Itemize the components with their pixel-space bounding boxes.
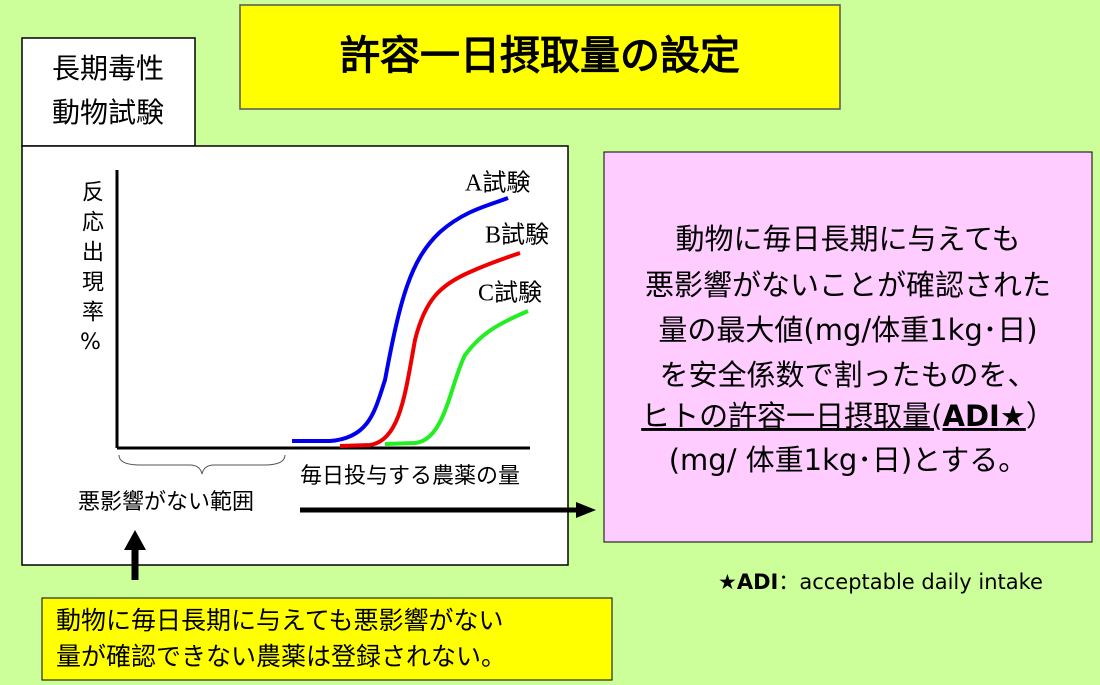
brace: [118, 454, 286, 475]
adi-line: ヒトの許容一日摂取量(ADI★）: [641, 399, 1055, 433]
curve-label: B試験: [485, 222, 549, 249]
adi-bold: ADI: [943, 399, 1000, 433]
diagram-box: [21, 145, 569, 566]
range-label: 悪影響がない範囲: [78, 490, 254, 515]
title-box: [239, 4, 841, 110]
note-line: 動物に毎日長期に与えても悪影響がない: [56, 606, 504, 635]
test-label-box: [21, 37, 196, 147]
curve-b: [339, 251, 521, 448]
title: 許容一日摂取量の設定: [340, 33, 740, 79]
explanation-line: 動物に毎日長期に与えても: [675, 222, 1020, 256]
x-axis-label: 毎日投与する農薬の量: [300, 464, 520, 489]
adi-end: ）: [1026, 399, 1055, 433]
curve-label: C試験: [478, 280, 542, 307]
curve-label: A試験: [465, 170, 530, 197]
footnote: ★ADI：acceptable daily intake: [718, 570, 1043, 594]
explanation-line: (mg/ 体重1kg･日)とする。: [669, 443, 1028, 477]
curve-c: [384, 309, 529, 446]
explanation-line: を安全係数で割ったものを、: [659, 358, 1036, 392]
test-label: 動物試験: [52, 96, 164, 129]
y-axis-label: 反応出現率%: [78, 180, 104, 363]
adi-star: ★: [1000, 399, 1026, 433]
curve-a: [292, 196, 509, 443]
footnote-bold: ★ADI: [718, 570, 778, 594]
test-label: 長期毒性: [52, 52, 164, 85]
adi-text: ヒトの許容一日摂取量(: [641, 399, 942, 433]
explanation-line: 悪影響がないことが確認された: [645, 268, 1051, 302]
explanation-box: [603, 151, 1093, 543]
explanation-line: 量の最大値(mg/体重1kg･日): [658, 313, 1037, 347]
note-box: [41, 597, 613, 681]
arrow-head: [576, 502, 596, 518]
note-line: 量が確認できない農薬は登録されない。: [56, 642, 506, 671]
footnote-text: ：acceptable daily intake: [778, 570, 1043, 594]
arrow-head: [124, 530, 146, 550]
